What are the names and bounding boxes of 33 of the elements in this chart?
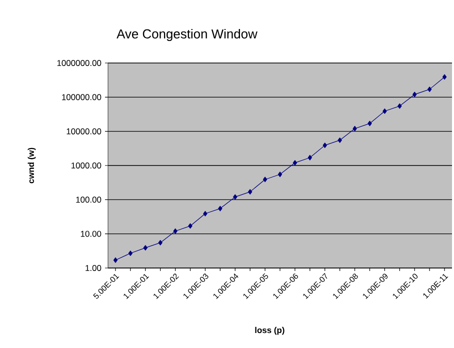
y-tick-label: 1000.00 bbox=[72, 162, 102, 168]
chart-title: Ave Congestion Window bbox=[116, 28, 258, 42]
point bbox=[412, 92, 417, 98]
point bbox=[128, 250, 133, 256]
point bbox=[322, 142, 327, 148]
x-axis-title: loss (p) bbox=[255, 326, 284, 335]
point bbox=[113, 257, 118, 263]
point bbox=[308, 154, 312, 160]
y-tick-label: 10000.00 bbox=[66, 128, 102, 134]
point bbox=[382, 108, 387, 114]
point bbox=[188, 223, 192, 229]
point bbox=[352, 126, 357, 132]
point bbox=[233, 194, 238, 200]
point bbox=[442, 74, 447, 80]
point bbox=[262, 176, 268, 182]
point bbox=[368, 120, 372, 126]
y-tick-label: 10.00 bbox=[80, 230, 102, 237]
y-tick-label: 1.00 bbox=[86, 265, 102, 271]
point bbox=[218, 206, 222, 212]
point bbox=[173, 228, 178, 234]
point bbox=[248, 189, 252, 194]
point bbox=[158, 240, 162, 246]
point bbox=[292, 160, 298, 166]
y-tick-label: 100000.00 bbox=[62, 94, 102, 100]
point bbox=[143, 245, 148, 250]
point bbox=[203, 210, 208, 216]
point bbox=[398, 103, 402, 109]
y-tick-label: 100.00 bbox=[76, 196, 102, 203]
point bbox=[338, 138, 342, 143]
point bbox=[427, 86, 432, 92]
y-tick-label: 1000000.00 bbox=[57, 60, 102, 66]
point bbox=[278, 172, 282, 178]
y-axis-title: cwnd (w) bbox=[28, 148, 36, 184]
